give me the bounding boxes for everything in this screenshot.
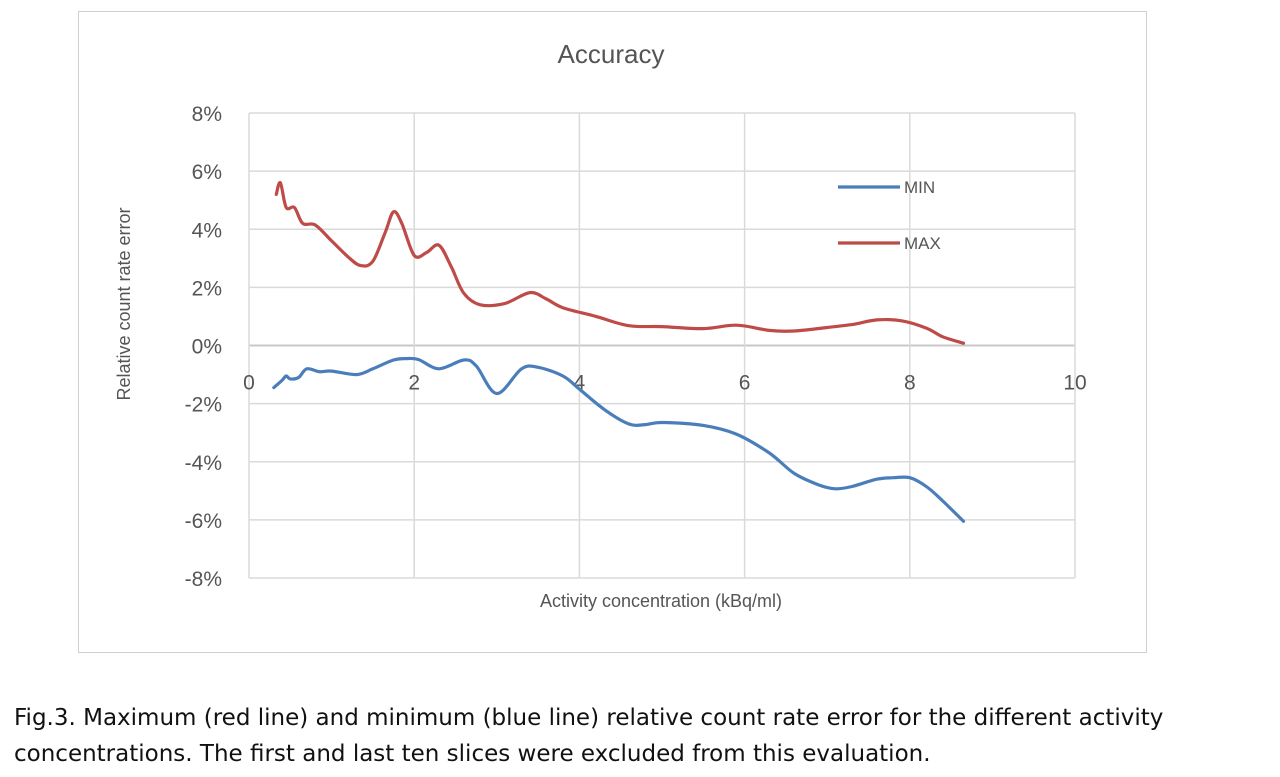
y-tick-label: -6% (185, 510, 222, 533)
y-tick-label: 8% (192, 103, 222, 126)
x-tick-label: 6 (739, 372, 751, 395)
y-tick-label: 0% (192, 336, 222, 359)
y-tick-label: 2% (192, 277, 222, 300)
y-tick-labels: 8% 6% 4% 2% 0% -2% -4% -6% -8% (185, 103, 222, 591)
series-line-min (272, 356, 966, 523)
y-axis-title: Relative count rate error (114, 207, 134, 400)
y-tick-label: -2% (185, 394, 222, 417)
y-tick-label: 6% (192, 161, 222, 184)
y-tick-label: -8% (185, 568, 222, 591)
y-tick-label: -4% (185, 452, 222, 475)
legend-label: MIN (904, 178, 935, 197)
figure-caption: Fig.3. Maximum (red line) and minimum (b… (14, 700, 1276, 772)
series-lines (272, 180, 966, 523)
legend-label: MAX (904, 234, 941, 253)
legend-item-min: MIN (838, 178, 935, 197)
caption-line-1: Fig.3. Maximum (red line) and minimum (b… (14, 705, 1164, 731)
x-tick-label: 10 (1063, 372, 1086, 395)
line-chart: 8%6%4%2%0%-2%-4%-6%-8% 0 2 4 6 8 10 Accuracy … (114, 39, 1087, 611)
legend-item-max: MAX (838, 234, 941, 253)
x-tick-label: 8 (904, 372, 916, 395)
caption-line-2: concentrations. The first and last ten s… (14, 741, 931, 767)
chart-frame (78, 11, 1147, 653)
grid-lines (248, 112, 1076, 579)
x-tick-labels: 0 2 4 6 8 10 (243, 372, 1087, 395)
x-axis-title: Activity concentration (kBq/ml) (540, 591, 782, 611)
chart-title: Accuracy (558, 39, 665, 69)
x-tick-label: 0 (243, 372, 255, 395)
x-tick-label: 2 (408, 372, 420, 395)
legend: MIN MAX (838, 178, 941, 253)
series-line-max (274, 180, 966, 345)
y-tick-label: 4% (192, 219, 222, 242)
